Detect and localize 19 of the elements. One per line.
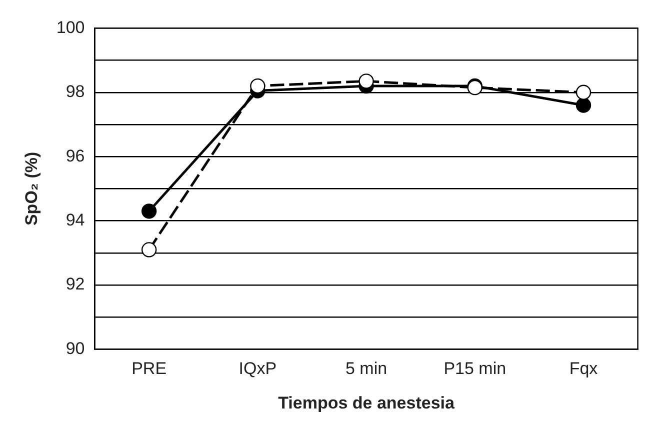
- x-tick-label: IQxP: [238, 359, 277, 378]
- y-tick-label: 98: [66, 82, 85, 102]
- point: [358, 74, 374, 89]
- y-axis-title: SpO₂ (%): [22, 152, 41, 226]
- y-tick-label: 100: [56, 18, 85, 37]
- point: [141, 204, 157, 219]
- y-tick-label: 92: [66, 274, 85, 294]
- y-tick-label: 90: [66, 338, 85, 358]
- x-tick-label: 5 min: [345, 359, 388, 378]
- x-tick-label: PRE: [132, 359, 167, 378]
- y-tick-label: 96: [66, 146, 85, 166]
- point: [576, 84, 592, 100]
- y-tick-label: 94: [66, 210, 85, 230]
- x-tick-label: Fqx: [569, 359, 598, 378]
- x-axis-title: Tiempos de anestesia: [278, 393, 456, 412]
- point: [576, 98, 592, 113]
- point: [250, 78, 266, 94]
- point: [141, 242, 157, 258]
- x-tick-label: P15 min: [444, 359, 506, 378]
